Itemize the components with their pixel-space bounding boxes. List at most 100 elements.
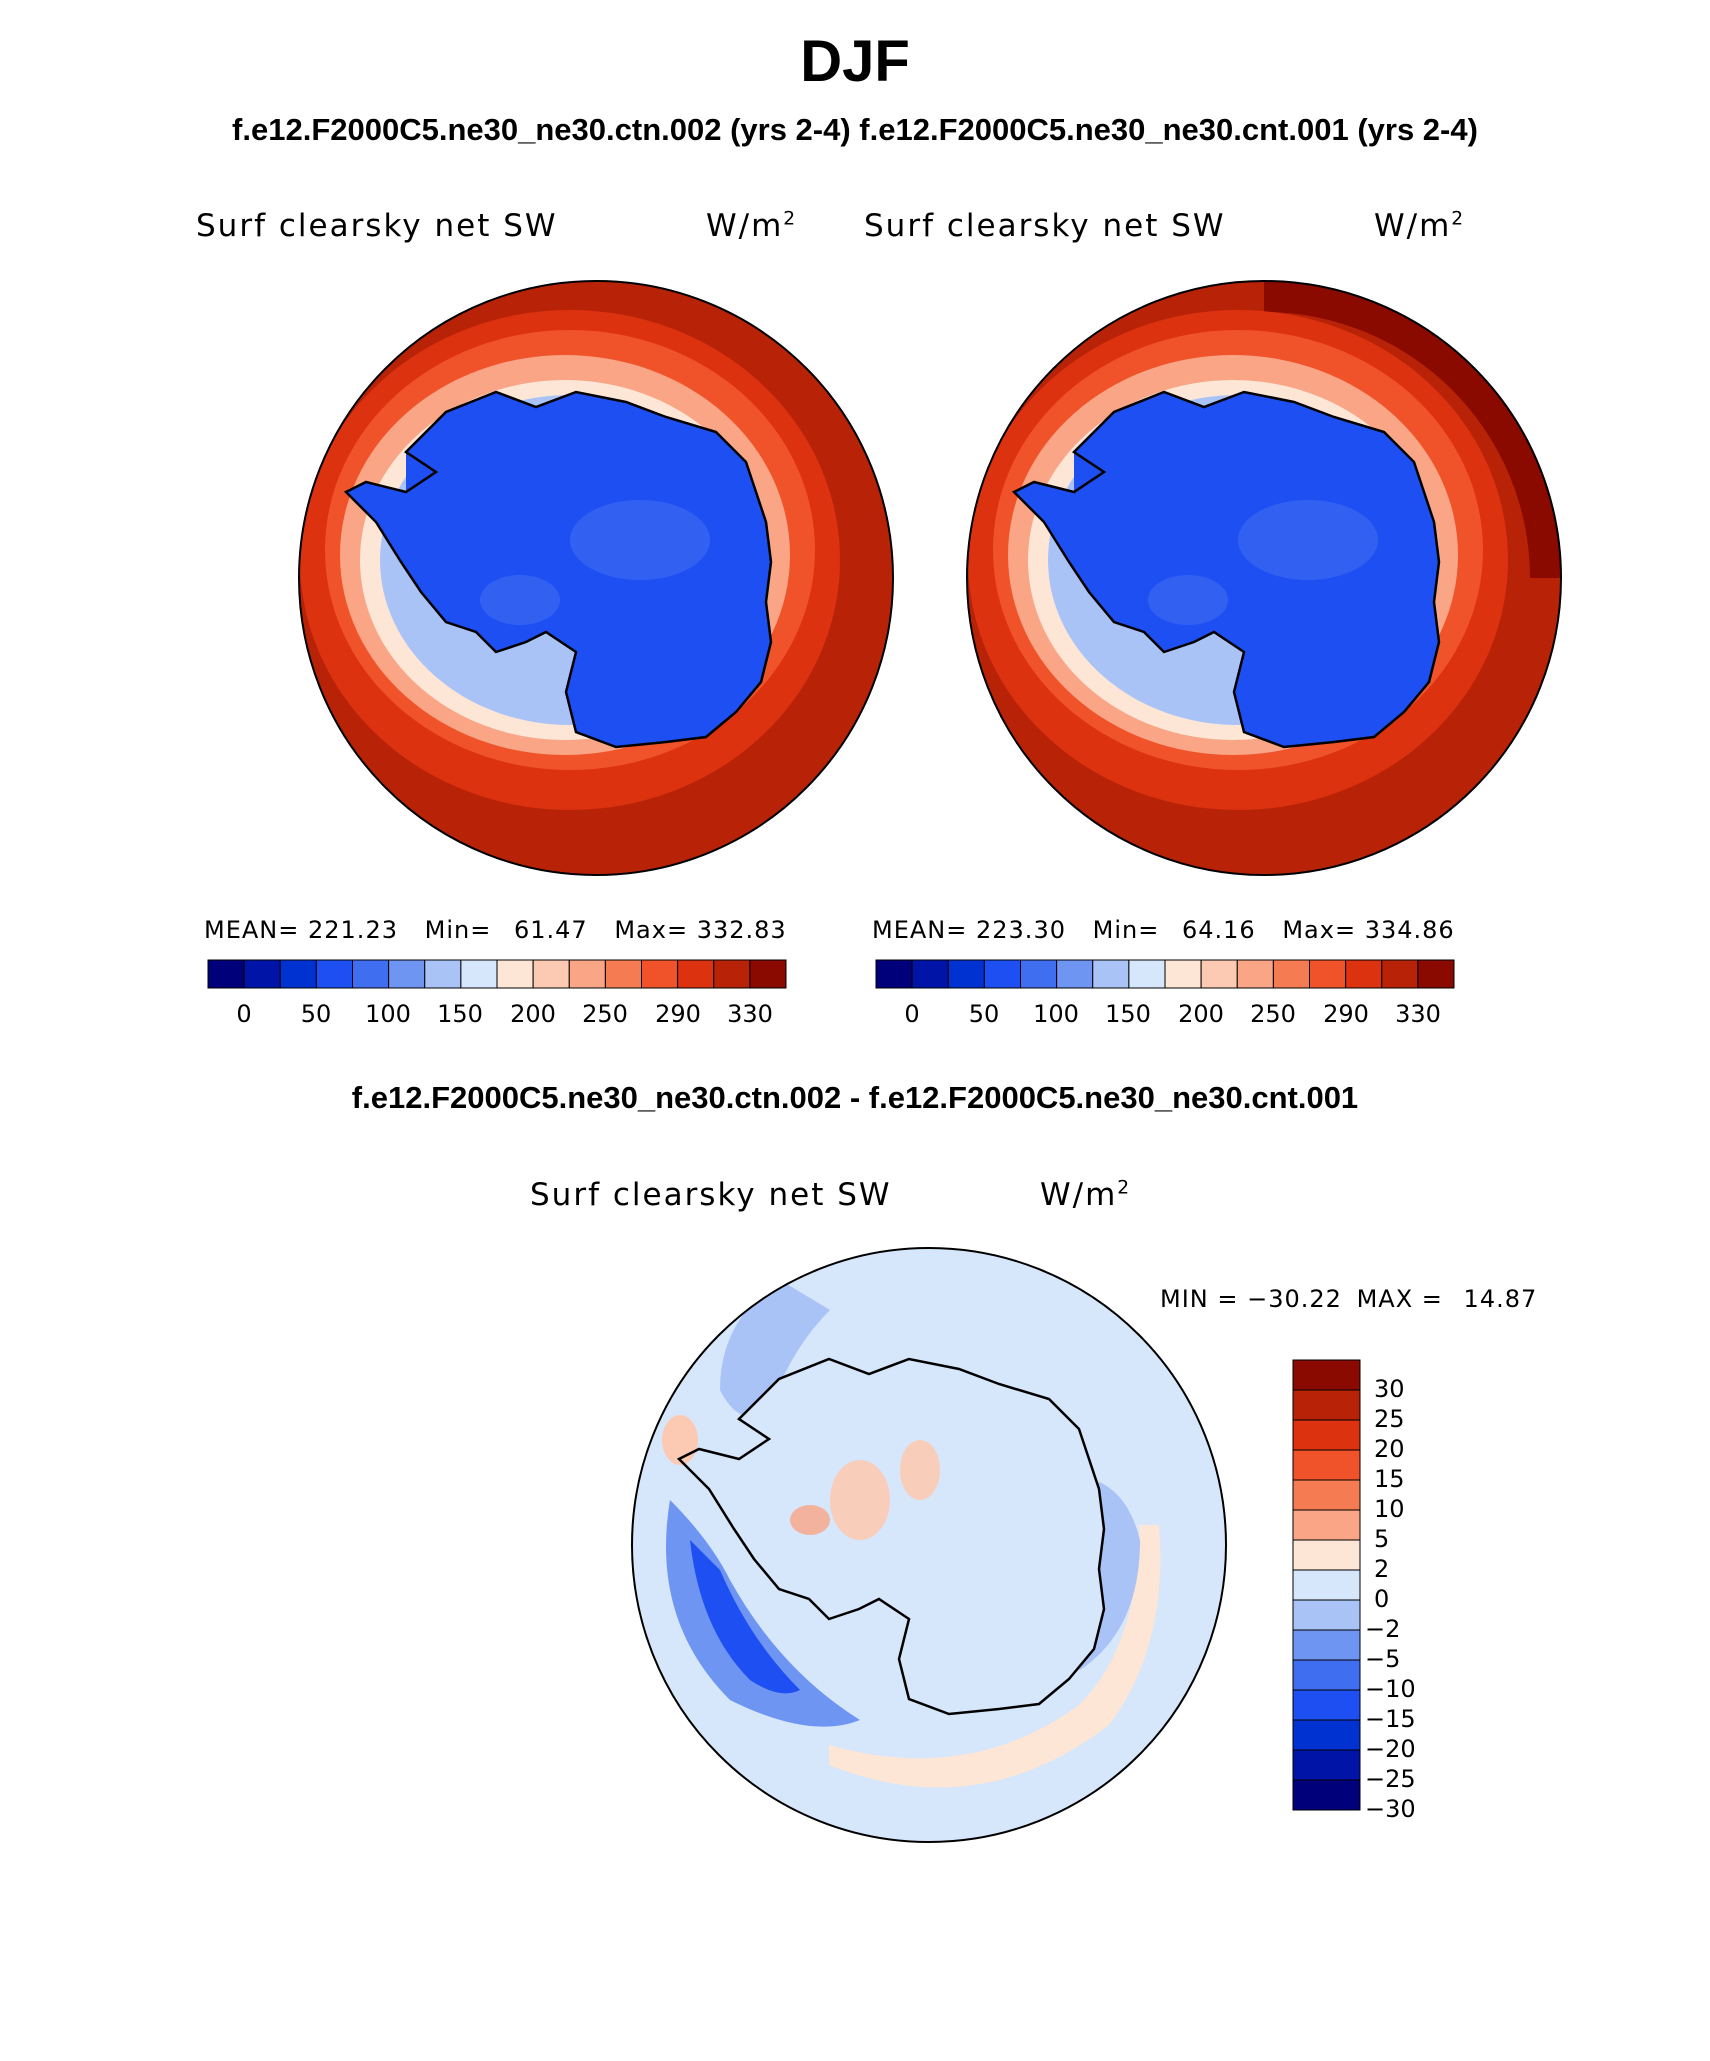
right-tick: 150 bbox=[1105, 1000, 1151, 1028]
diff-stats: MIN = −30.22 MAX = 14.87 bbox=[1160, 1285, 1537, 1313]
colorbar-swatch bbox=[1164, 959, 1202, 989]
map-diff-border bbox=[631, 1247, 1227, 1843]
left-tick: 150 bbox=[437, 1000, 483, 1028]
colorbar-swatch bbox=[1292, 1749, 1361, 1781]
right-tick: 290 bbox=[1323, 1000, 1369, 1028]
right-min-label: Min= bbox=[1092, 916, 1160, 944]
diff-colorbar-label: −15 bbox=[1365, 1705, 1416, 1733]
diff-max-value: 14.87 bbox=[1463, 1285, 1538, 1313]
colorbar-right bbox=[875, 959, 1455, 989]
map-left-border bbox=[298, 280, 894, 876]
left-tick: 0 bbox=[236, 1000, 252, 1028]
right-variable-label: Surf clearsky net SW bbox=[864, 208, 1226, 244]
right-tick: 200 bbox=[1178, 1000, 1224, 1028]
left-tick: 250 bbox=[582, 1000, 628, 1028]
colorbar-swatch bbox=[1272, 959, 1310, 989]
colorbar-swatch bbox=[677, 959, 715, 989]
subtitle-top: f.e12.F2000C5.ne30_ne30.ctn.002 (yrs 2-4… bbox=[232, 112, 1478, 147]
diff-colorbar-label: 0 bbox=[1374, 1585, 1390, 1613]
colorbar-swatch bbox=[1417, 959, 1455, 989]
colorbar-swatch bbox=[352, 959, 390, 989]
right-tick: 330 bbox=[1395, 1000, 1441, 1028]
colorbar-swatch bbox=[1345, 959, 1383, 989]
subtitle-diff: f.e12.F2000C5.ne30_ne30.ctn.002 - f.e12.… bbox=[351, 1080, 1359, 1115]
left-tick: 290 bbox=[655, 1000, 701, 1028]
diff-max-label: MAX = bbox=[1356, 1285, 1443, 1313]
diff-colorbar-label: 5 bbox=[1374, 1525, 1390, 1553]
colorbar-swatch bbox=[243, 959, 281, 989]
colorbar-swatch bbox=[460, 959, 498, 989]
colorbar-swatch bbox=[604, 959, 642, 989]
left-tick: 100 bbox=[365, 1000, 411, 1028]
colorbar-swatch bbox=[1236, 959, 1274, 989]
left-units-label: W/m2 bbox=[706, 208, 798, 244]
colorbar-swatch bbox=[1309, 959, 1347, 989]
colorbar-swatch bbox=[388, 959, 426, 989]
colorbar-swatch bbox=[1128, 959, 1166, 989]
diff-colorbar-label: −20 bbox=[1365, 1735, 1416, 1763]
colorbar-swatch bbox=[496, 959, 534, 989]
colorbar-diff bbox=[1292, 1359, 1361, 1811]
diff-colorbar-label: −2 bbox=[1365, 1615, 1401, 1643]
diff-colorbar-label: 2 bbox=[1374, 1555, 1390, 1583]
colorbar-swatch bbox=[279, 959, 317, 989]
left-variable-label: Surf clearsky net SW bbox=[196, 208, 558, 244]
colorbar-swatch bbox=[1292, 1719, 1361, 1751]
colorbar-swatch bbox=[1292, 1629, 1361, 1661]
diff-colorbar-label: 25 bbox=[1374, 1405, 1405, 1433]
colorbar-swatch bbox=[568, 959, 606, 989]
colorbar-swatch bbox=[911, 959, 949, 989]
colorbar-swatch bbox=[875, 959, 913, 989]
diff-colorbar-label: −30 bbox=[1365, 1795, 1416, 1823]
right-units-label: W/m2 bbox=[1374, 208, 1466, 244]
map-right bbox=[967, 281, 1561, 875]
page-title: DJF bbox=[800, 29, 910, 94]
colorbar-swatch bbox=[424, 959, 462, 989]
colorbar-swatch bbox=[1292, 1779, 1361, 1811]
diff-colorbar-label: 10 bbox=[1374, 1495, 1405, 1523]
colorbar-swatch bbox=[641, 959, 679, 989]
right-stats: MEAN= 223.30 Min= 64.16 Max= 334.86 bbox=[872, 916, 1455, 944]
colorbar-swatch bbox=[983, 959, 1021, 989]
right-tick: 100 bbox=[1033, 1000, 1079, 1028]
diff-colorbar-label: −10 bbox=[1365, 1675, 1416, 1703]
left-min-value: 61.47 bbox=[513, 916, 588, 944]
diff-colorbar-label: 15 bbox=[1374, 1465, 1405, 1493]
left-stats: MEAN= 221.23 Min= 61.47 Max= 332.83 bbox=[204, 916, 787, 944]
colorbar-swatch bbox=[1200, 959, 1238, 989]
diff-colorbar-label: 20 bbox=[1374, 1435, 1405, 1463]
colorbar-swatch bbox=[1056, 959, 1094, 989]
right-tick: 0 bbox=[904, 1000, 920, 1028]
left-tick: 330 bbox=[727, 1000, 773, 1028]
right-tick: 250 bbox=[1250, 1000, 1296, 1028]
colorbar-swatch bbox=[207, 959, 245, 989]
colorbar-swatch bbox=[1292, 1359, 1361, 1391]
map-left bbox=[299, 281, 893, 875]
colorbar-swatch bbox=[713, 959, 751, 989]
colorbar-swatch bbox=[315, 959, 353, 989]
diff-colorbar-label: −5 bbox=[1365, 1645, 1401, 1673]
map-diff bbox=[632, 1248, 1226, 1842]
map-right-border bbox=[966, 280, 1562, 876]
right-mean-value: 223.30 bbox=[976, 916, 1066, 944]
right-max-value: 334.86 bbox=[1364, 916, 1455, 944]
colorbar-swatch bbox=[1292, 1389, 1361, 1421]
colorbar-swatch bbox=[1292, 1419, 1361, 1451]
left-tick: 50 bbox=[300, 1000, 332, 1028]
right-min-value: 64.16 bbox=[1181, 916, 1256, 944]
colorbar-swatch bbox=[1292, 1539, 1361, 1571]
colorbar-swatch bbox=[947, 959, 985, 989]
left-tick: 200 bbox=[510, 1000, 556, 1028]
colorbar-swatch bbox=[1292, 1659, 1361, 1691]
colorbar-swatch bbox=[1292, 1689, 1361, 1721]
left-mean-label: MEAN= bbox=[204, 916, 300, 944]
diff-variable-label: Surf clearsky net SW bbox=[530, 1177, 892, 1213]
left-max-label: Max= bbox=[614, 916, 689, 944]
right-tick: 50 bbox=[968, 1000, 1000, 1028]
colorbar-swatch bbox=[1292, 1479, 1361, 1511]
diff-min-value: −30.22 bbox=[1247, 1285, 1342, 1313]
right-max-label: Max= bbox=[1282, 916, 1357, 944]
diff-colorbar-label: 30 bbox=[1374, 1375, 1405, 1403]
colorbar-swatch bbox=[1381, 959, 1419, 989]
